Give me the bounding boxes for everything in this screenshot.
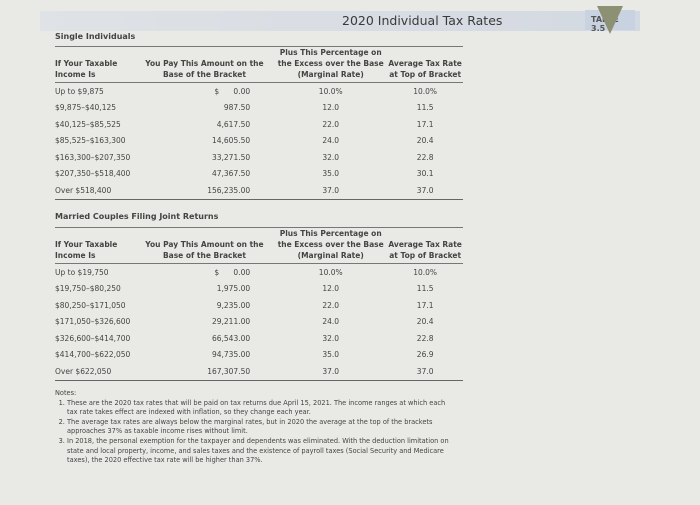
marginal-rate: 12.0	[322, 284, 340, 294]
table-row: Up to $19,750 $ 0.00 10.0% 10.0%	[55, 264, 463, 281]
table-row: $85,525–$163,300 14,605.50 24.0 20.4	[55, 133, 463, 150]
marginal-rate: 32.0	[322, 333, 340, 343]
average-rate: 20.4	[416, 136, 434, 146]
income-range: $85,525–$163,300	[55, 136, 126, 146]
note-item: In 2018, the personal exemption for the …	[67, 437, 455, 466]
col-header-average: Average Tax Rate at Top of Bracket	[387, 227, 463, 264]
col-header-average: Average Tax Rate at Top of Bracket	[387, 46, 463, 83]
table-row: $80,250–$171,050 9,235.00 22.0 17.1	[55, 297, 463, 314]
base-amount: 1,975.00	[216, 284, 251, 294]
average-rate: 17.1	[416, 300, 434, 310]
col-header-income: If Your Taxable Income Is	[55, 46, 145, 83]
table-row: $171,050–$326,600 29,211.00 24.0 20.4	[55, 314, 463, 331]
marginal-rate: 10.0%	[318, 267, 343, 277]
average-rate: 11.5	[416, 284, 434, 294]
table-row: $326,600–$414,700 66,543.00 32.0 22.8	[55, 330, 463, 347]
table-row: Over $622,050 167,307.50 37.0 37.0	[55, 363, 463, 381]
base-amount: 94,735.00	[211, 350, 251, 360]
base-amount: 14,605.50	[211, 136, 251, 146]
table-row: Up to $9,875 $ 0.00 10.0% 10.0%	[55, 83, 463, 100]
marginal-rate: 22.0	[322, 119, 340, 129]
base-amount: $ 0.00	[214, 267, 251, 277]
average-rate: 30.1	[416, 169, 434, 179]
base-amount: $ 0.00	[214, 86, 251, 96]
income-range: $207,350–$518,400	[55, 169, 131, 179]
average-rate: 26.9	[416, 350, 434, 360]
income-range: $414,700–$622,050	[55, 350, 131, 360]
marginal-rate: 12.0	[322, 103, 340, 113]
marginal-rate: 37.0	[274, 182, 388, 200]
married-table: If Your Taxable Income Is You Pay This A…	[55, 227, 463, 381]
base-amount: 47,367.50	[211, 169, 251, 179]
income-range: $9,875–$40,125	[55, 103, 117, 113]
income-range: Over $622,050	[55, 363, 145, 381]
col-header-income: If Your Taxable Income Is	[55, 227, 145, 264]
income-range: $326,600–$414,700	[55, 333, 131, 343]
table-row: $414,700–$622,050 94,735.00 35.0 26.9	[55, 347, 463, 364]
col-header-marginal: Plus This Percentage on the Excess over …	[274, 227, 388, 264]
notes: Notes: These are the 2020 tax rates that…	[55, 389, 455, 466]
income-range: Over $518,400	[55, 182, 145, 200]
single-table: If Your Taxable Income Is You Pay This A…	[55, 46, 463, 200]
average-rate: 20.4	[416, 317, 434, 327]
income-range: $171,050–$326,600	[55, 317, 131, 327]
income-range: $80,250–$171,050	[55, 300, 126, 310]
table-row: $40,125–$85,525 4,617.50 22.0 17.1	[55, 116, 463, 133]
notes-label: Notes:	[55, 389, 77, 397]
average-rate: 22.8	[416, 333, 434, 343]
base-amount: 29,211.00	[211, 317, 251, 327]
average-rate: 17.1	[416, 119, 434, 129]
married-section-title: Married Couples Filing Joint Returns	[55, 212, 219, 221]
table-row: Over $518,400 156,235.00 37.0 37.0	[55, 182, 463, 200]
income-range: $19,750–$80,250	[55, 284, 121, 294]
triangle-marker-icon	[597, 6, 623, 34]
average-rate: 11.5	[416, 103, 434, 113]
col-header-base: You Pay This Amount on the Base of the B…	[144, 46, 275, 83]
table-row: $207,350–$518,400 47,367.50 35.0 30.1	[55, 166, 463, 183]
base-amount: 156,235.00	[144, 182, 275, 200]
note-item: These are the 2020 tax rates that will b…	[67, 399, 455, 418]
average-rate: 22.8	[416, 152, 434, 162]
note-item: The average tax rates are always below t…	[67, 418, 455, 437]
average-rate: 10.0%	[413, 267, 438, 277]
average-rate: 37.0	[387, 363, 463, 381]
base-amount: 987.50	[223, 103, 251, 113]
average-rate: 10.0%	[413, 86, 438, 96]
table-row: $19,750–$80,250 1,975.00 12.0 11.5	[55, 281, 463, 298]
marginal-rate: 35.0	[322, 169, 340, 179]
income-range: Up to $9,875	[55, 86, 104, 96]
average-rate: 37.0	[387, 182, 463, 200]
base-amount: 33,271.50	[211, 152, 251, 162]
page-title: 2020 Individual Tax Rates	[342, 13, 503, 28]
marginal-rate: 24.0	[322, 317, 340, 327]
marginal-rate: 10.0%	[318, 86, 343, 96]
base-amount: 66,543.00	[211, 333, 251, 343]
marginal-rate: 37.0	[274, 363, 388, 381]
income-range: $163,300–$207,350	[55, 152, 131, 162]
base-amount: 9,235.00	[216, 300, 251, 310]
marginal-rate: 32.0	[322, 152, 340, 162]
income-range: Up to $19,750	[55, 267, 109, 277]
marginal-rate: 35.0	[322, 350, 340, 360]
marginal-rate: 22.0	[322, 300, 340, 310]
base-amount: 167,307.50	[144, 363, 275, 381]
col-header-marginal: Plus This Percentage on the Excess over …	[274, 46, 388, 83]
table-row: $9,875–$40,125 987.50 12.0 11.5	[55, 100, 463, 117]
income-range: $40,125–$85,525	[55, 119, 121, 129]
title-band	[40, 11, 640, 31]
table-row: $163,300–$207,350 33,271.50 32.0 22.8	[55, 149, 463, 166]
base-amount: 4,617.50	[216, 119, 251, 129]
marginal-rate: 24.0	[322, 136, 340, 146]
single-section-title: Single Individuals	[55, 32, 136, 41]
col-header-base: You Pay This Amount on the Base of the B…	[144, 227, 275, 264]
